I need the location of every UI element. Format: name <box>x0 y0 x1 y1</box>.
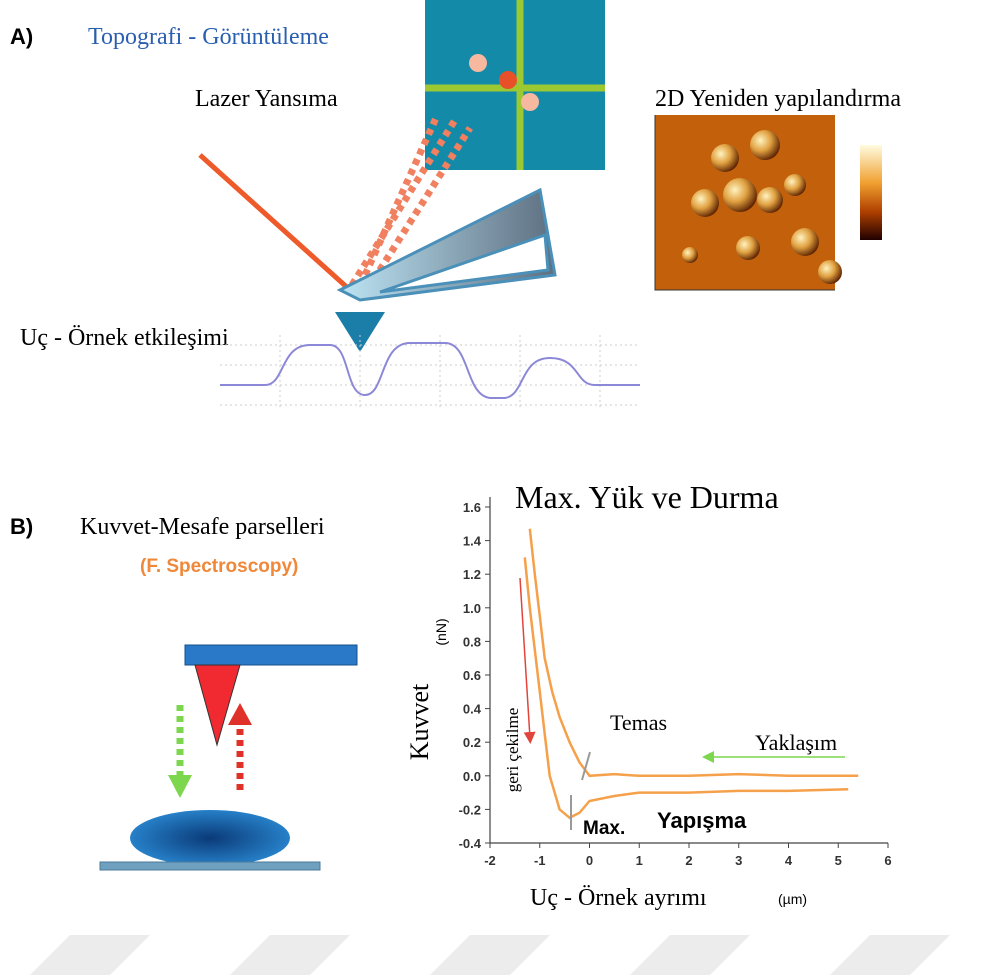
y-axis-unit: (nN) <box>433 618 449 645</box>
y-tick-label: 1.6 <box>463 500 481 515</box>
plot-title: Max. Yük ve Durma <box>515 479 779 515</box>
x-tick-label: 2 <box>685 853 692 868</box>
annotation: Max. <box>583 818 625 839</box>
panel-subtitle: (F. Spectroscopy) <box>140 556 298 577</box>
x-axis-unit: (µm) <box>778 891 807 907</box>
annotation: geri çekilme <box>503 708 522 793</box>
decor-stripes <box>30 935 950 975</box>
color-bar <box>860 145 882 240</box>
panel-b: B) Kuvvet-Mesafe parselleri (F. Spectros… <box>10 479 892 911</box>
y-tick-label: -0.2 <box>459 802 481 817</box>
figure: A) Topografi - Görüntüleme Lazer Yansıma… <box>0 0 988 976</box>
spot <box>469 54 487 72</box>
x-tick-label: -2 <box>484 853 496 868</box>
y-tick-label: -0.4 <box>459 836 482 851</box>
x-axis-label: Uç - Örnek ayrımı <box>530 885 707 911</box>
spot <box>499 71 517 89</box>
y-tick-label: 0.8 <box>463 634 481 649</box>
topography-trace <box>220 343 640 398</box>
y-tick-label: 1.0 <box>463 601 481 616</box>
y-axis-label: Kuvvet <box>405 683 434 760</box>
x-tick-label: -1 <box>534 853 546 868</box>
y-tick-label: 1.4 <box>463 534 482 549</box>
laser-beam <box>200 155 350 290</box>
substrate <box>100 862 320 870</box>
force-curve <box>525 557 848 817</box>
x-tick-label: 6 <box>884 853 891 868</box>
panel-title: Kuvvet-Mesafe parselleri <box>80 514 325 540</box>
annotation: Yaklaşım <box>755 730 837 755</box>
y-tick-label: 0.4 <box>463 702 482 717</box>
y-tick-label: 0.2 <box>463 735 481 750</box>
x-tick-label: 1 <box>636 853 643 868</box>
annotation: Yapışma <box>657 808 747 833</box>
y-tick-label: 0.0 <box>463 769 481 784</box>
x-tick-label: 3 <box>735 853 742 868</box>
force-plot: -0.4 -0.2 0.0 0.2 0.4 0.6 0.8 1.0 1.2 1.4 1.6 -2 -1 0… <box>405 479 892 911</box>
y-tick-label: 1.2 <box>463 567 481 582</box>
approach-arrow-head <box>168 775 192 798</box>
y-tick-label: 0.6 <box>463 668 481 683</box>
laser-label: Lazer Yansıma <box>195 86 338 112</box>
sample <box>130 810 290 866</box>
annotation: Temas <box>610 710 667 735</box>
cantilever <box>185 645 357 665</box>
x-tick-label: 4 <box>785 853 793 868</box>
x-tick-label: 5 <box>835 853 842 868</box>
panel-label: A) <box>10 24 33 49</box>
reconstruction-label: 2D Yeniden yapılandırma <box>655 86 901 112</box>
panel-title: Topografi - Görüntüleme <box>88 24 329 50</box>
cantilever <box>340 190 555 300</box>
panel-a: A) Topografi - Görüntüleme Lazer Yansıma… <box>10 0 901 410</box>
interaction-label: Uç - Örnek etkileşimi <box>20 325 229 351</box>
panel-label: B) <box>10 514 33 539</box>
spot <box>521 93 539 111</box>
axes <box>490 497 888 843</box>
tip <box>195 665 240 745</box>
retract-arrow-head <box>228 703 252 725</box>
x-tick-label: 0 <box>586 853 593 868</box>
